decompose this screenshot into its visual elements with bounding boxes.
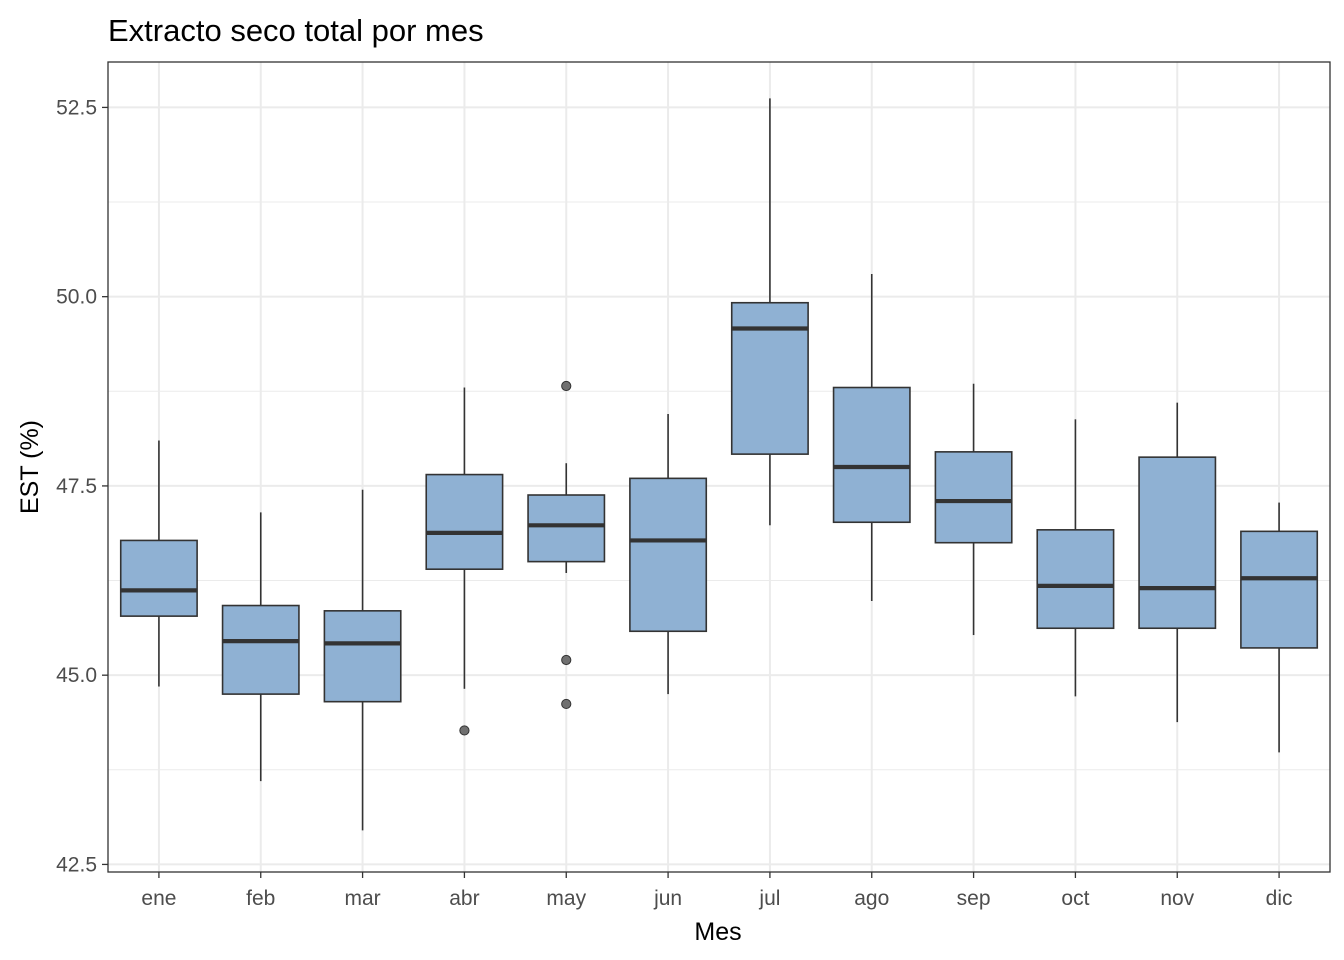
x-tick-label: ene	[141, 887, 176, 910]
iqr-box	[629, 477, 708, 633]
box-oct	[1036, 419, 1115, 697]
x-tick-label: may	[546, 887, 586, 910]
axes: 42.5 45.0 47.5 50.0 52.5 ene feb mar abr may jun ju…	[56, 96, 1292, 910]
y-tick-label: 50.0	[56, 286, 97, 309]
box-nov	[1138, 402, 1217, 723]
x-tick-label: ago	[854, 887, 889, 910]
box-ene	[119, 440, 198, 687]
x-axis-title: Mes	[694, 918, 741, 946]
iqr-box	[1036, 529, 1115, 630]
box-feb	[221, 512, 300, 782]
box-mar	[323, 489, 402, 831]
box-abr	[425, 387, 504, 736]
x-tick-label: sep	[957, 887, 991, 910]
y-tick-label: 45.0	[56, 664, 97, 687]
iqr-box	[221, 604, 300, 695]
box-sep	[934, 383, 1013, 636]
outlier-point	[561, 654, 572, 666]
iqr-box	[832, 386, 911, 524]
chart-title: Extracto seco total por mes	[108, 13, 484, 48]
x-tick-label: abr	[449, 887, 479, 910]
y-tick-label: 47.5	[56, 475, 97, 498]
y-axis-title: EST (%)	[16, 420, 44, 514]
box-may	[527, 380, 606, 710]
iqr-box	[323, 610, 402, 703]
panel-border	[107, 61, 1331, 873]
iqr-box	[934, 451, 1013, 544]
iqr-box	[1138, 456, 1217, 630]
boxes	[119, 98, 1319, 831]
x-tick-label: dic	[1266, 887, 1293, 910]
y-tick-label: 52.5	[56, 96, 97, 119]
outlier-point	[459, 725, 470, 736]
x-tick-label: feb	[246, 887, 275, 910]
iqr-box	[1240, 530, 1319, 649]
iqr-box	[527, 494, 606, 563]
box-ago	[832, 273, 911, 601]
y-tick-label: 42.5	[56, 853, 97, 876]
outlier-point	[561, 380, 572, 392]
box-dic	[1240, 502, 1319, 753]
x-tick-label: jul	[758, 887, 780, 910]
outlier-point	[561, 698, 572, 710]
x-tick-label: jun	[653, 887, 682, 910]
x-tick-label: nov	[1160, 887, 1194, 910]
iqr-box	[425, 473, 504, 570]
x-tick-label: oct	[1061, 887, 1089, 910]
iqr-box	[119, 539, 198, 617]
box-jul	[730, 98, 809, 526]
box-jun	[629, 414, 708, 695]
iqr-box	[730, 301, 809, 455]
x-tick-label: mar	[344, 887, 380, 910]
